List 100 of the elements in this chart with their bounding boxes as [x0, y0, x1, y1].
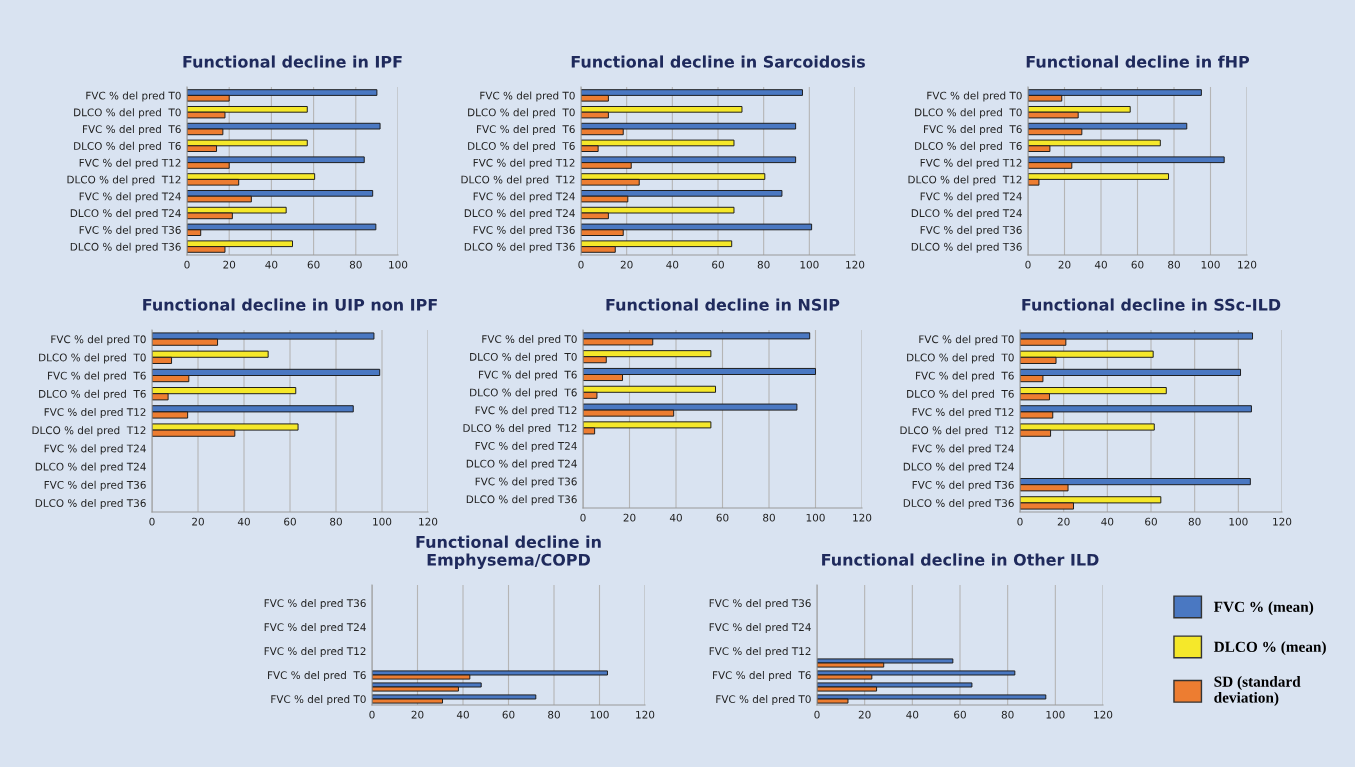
- y-tick-label: FVC % del pred T24: [912, 444, 1014, 455]
- x-tick-label: 120: [853, 513, 872, 522]
- x-tick-label: 80: [757, 260, 770, 269]
- y-tick-label: DLCO % del pred T0: [470, 352, 577, 363]
- y-tick-label: FVC % del pred T0: [716, 695, 811, 706]
- x-tick-label: 20: [623, 513, 636, 522]
- chart-title: Functional decline in fHP: [1026, 55, 1250, 68]
- x-tick-label: 20: [858, 710, 871, 719]
- y-tick-label: FVC % del pred T0: [480, 91, 575, 102]
- y-tick-label: DLCO % del pred T0: [907, 353, 1014, 364]
- y-tick-label: FVC % del pred T0: [482, 334, 577, 346]
- y-tick-label: DLCO % del pred T36: [911, 242, 1022, 253]
- y-tick-label: DLCO % del pred T6: [470, 388, 577, 399]
- x-tick-label: 80: [548, 710, 560, 719]
- y-tick-label: FVC % del pred T24: [473, 192, 575, 203]
- chart-title: Functional decline in Other ILD: [822, 553, 1099, 566]
- x-tick-label: 20: [1058, 260, 1071, 269]
- x-tick-label: 80: [763, 513, 775, 522]
- x-tick-label: 0: [578, 260, 584, 269]
- bar: [372, 694, 537, 700]
- y-tick-label: DLCO % del pred T24: [466, 459, 577, 470]
- y-tick-label: DLCO % del pred T36: [903, 498, 1014, 510]
- y-tick-label: DLCO % del pred T36: [466, 495, 577, 506]
- y-tick-label: FVC % del pred T24: [709, 623, 811, 634]
- y-tick-label: FVC % del pred T12: [920, 158, 1022, 169]
- y-tick-label: FVC % del pred T36: [473, 225, 575, 236]
- y-tick-label: FVC % del pred T0: [271, 695, 366, 706]
- x-tick-label: 80: [349, 260, 362, 269]
- x-tick-label: 0: [149, 517, 155, 526]
- x-tick-label: 100: [800, 260, 819, 269]
- y-tick-label: DLCO % del pred T0: [915, 108, 1022, 119]
- x-tick-label: 0: [369, 710, 375, 719]
- chart-title: Functional decline in Sarcoidosis: [571, 55, 865, 68]
- y-tick-label: FVC % del pred T0: [927, 91, 1022, 102]
- x-tick-label: 40: [1094, 260, 1107, 269]
- y-tick-label: DLCO % del pred T6: [468, 141, 575, 152]
- bar: [817, 670, 1016, 676]
- y-tick-label: FVC % del pred T12: [79, 158, 181, 169]
- y-tick-label: DLCO % del pred T24: [35, 462, 146, 473]
- y-tick-label: DLCO % del pred T12: [461, 175, 575, 186]
- y-tick-label: DLCO % del pred T36: [464, 242, 575, 253]
- x-tick-label: 40: [456, 710, 469, 719]
- legend-label: DLCO % (mean): [1213, 641, 1326, 656]
- chart-title: Functional decline in Emphysema/COPD: [416, 535, 601, 569]
- y-tick-label: FVC % del pred T0: [919, 335, 1014, 346]
- y-tick-label: DLCO % del pred T24: [911, 209, 1022, 220]
- y-tick-label: FVC % del pred T24: [44, 444, 146, 455]
- x-tick-label: 80: [1168, 260, 1180, 269]
- y-tick-label: FVC % del pred T12: [912, 407, 1014, 419]
- x-tick-label: 60: [502, 710, 515, 719]
- legend-label: SD (standard deviation): [1214, 676, 1301, 706]
- y-tick-label: DLCO % del pred T12: [67, 175, 181, 186]
- y-tick-label: FVC % del pred T24: [79, 192, 181, 203]
- chart-title: Functional decline in UIP non IPF: [143, 298, 437, 311]
- x-tick-label: 60: [307, 260, 320, 269]
- x-tick-label: 120: [1273, 517, 1292, 526]
- y-tick-label: FVC % del pred T24: [475, 441, 577, 452]
- y-tick-label: FVC % del pred T12: [264, 647, 366, 658]
- y-tick-label: FVC % del pred T24: [920, 192, 1022, 203]
- y-tick-label: FVC % del pred T6: [479, 370, 577, 381]
- chart-title: Functional decline in NSIP: [606, 298, 840, 311]
- x-tick-label: 120: [636, 710, 655, 719]
- y-tick-label: DLCO % del pred T0: [39, 353, 146, 364]
- y-tick-label: FVC % del pred T12: [475, 406, 577, 417]
- y-tick-label: DLCO % del pred T24: [70, 209, 181, 220]
- x-tick-label: 80: [1188, 517, 1201, 526]
- y-tick-label: FVC % del pred T6: [268, 671, 366, 682]
- x-tick-label: 120: [1094, 710, 1113, 719]
- x-tick-label: 20: [620, 260, 633, 269]
- y-tick-label: FVC % del pred T6: [713, 671, 811, 682]
- y-tick-label: DLCO % del pred T24: [464, 209, 575, 220]
- y-tick-label: DLCO % del pred T6: [915, 141, 1022, 152]
- chart-title: Functional decline in IPF: [183, 55, 402, 68]
- y-tick-label: DLCO % del pred T36: [70, 242, 181, 253]
- y-tick-label: DLCO % del pred T12: [463, 423, 577, 435]
- x-tick-label: 60: [1131, 260, 1144, 269]
- y-tick-label: DLCO % del pred T6: [74, 141, 181, 152]
- x-tick-label: 100: [590, 710, 609, 719]
- y-tick-label: FVC % del pred T12: [709, 647, 811, 658]
- bar: [817, 694, 1047, 700]
- x-tick-label: 60: [1145, 517, 1157, 526]
- y-tick-label: FVC % del pred T6: [916, 371, 1014, 382]
- x-tick-label: 100: [1201, 260, 1220, 269]
- x-tick-label: 120: [419, 517, 438, 526]
- y-tick-label: DLCO % del pred T6: [907, 389, 1014, 400]
- x-tick-label: 20: [411, 710, 424, 719]
- bar: [372, 670, 608, 676]
- y-tick-label: DLCO % del pred T12: [908, 175, 1022, 186]
- legend-label: FVC % (mean): [1213, 601, 1314, 616]
- y-tick-label: FVC % del pred T6: [48, 371, 146, 382]
- x-tick-label: 60: [712, 260, 724, 269]
- y-tick-label: FVC % del pred T0: [51, 335, 146, 346]
- x-tick-label: 100: [1046, 710, 1065, 719]
- x-tick-label: 100: [389, 260, 408, 269]
- y-tick-label: DLCO % del pred T36: [35, 498, 146, 510]
- y-tick-label: FVC % del pred T36: [475, 477, 577, 488]
- bar: [817, 682, 973, 688]
- y-tick-label: FVC % del pred T6: [924, 125, 1022, 136]
- y-tick-label: DLCO % del pred T12: [32, 426, 146, 437]
- y-tick-label: DLCO % del pred T24: [903, 462, 1014, 473]
